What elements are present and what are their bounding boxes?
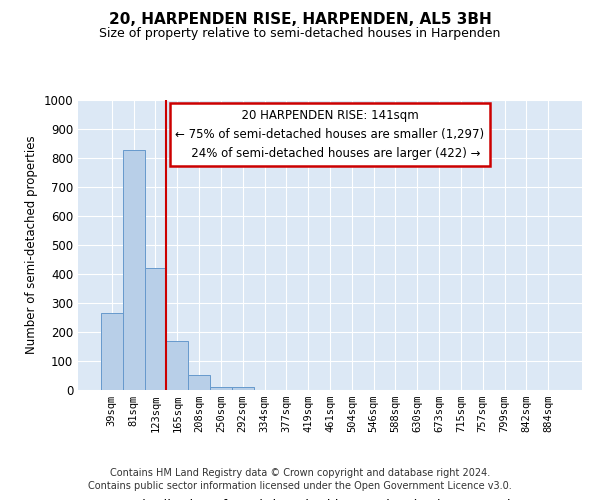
Text: 20, HARPENDEN RISE, HARPENDEN, AL5 3BH: 20, HARPENDEN RISE, HARPENDEN, AL5 3BH (109, 12, 491, 28)
Text: Contains HM Land Registry data © Crown copyright and database right 2024.: Contains HM Land Registry data © Crown c… (110, 468, 490, 477)
Bar (166, 340, 188, 390)
Bar (101, 313, 123, 390)
Bar (232, 386, 254, 390)
Bar (188, 375, 210, 390)
Text: Size of property relative to semi-detached houses in Harpenden: Size of property relative to semi-detach… (100, 28, 500, 40)
Bar (210, 386, 232, 390)
Bar (145, 268, 166, 390)
Text: 20 HARPENDEN RISE: 141sqm  
← 75% of semi-detached houses are smaller (1,297)
  : 20 HARPENDEN RISE: 141sqm ← 75% of semi-… (175, 108, 485, 160)
Text: Contains public sector information licensed under the Open Government Licence v3: Contains public sector information licen… (88, 481, 512, 491)
Y-axis label: Number of semi-detached properties: Number of semi-detached properties (25, 136, 38, 354)
Bar (123, 150, 145, 390)
X-axis label: Distribution of semi-detached houses by size in Harpenden: Distribution of semi-detached houses by … (133, 499, 527, 500)
